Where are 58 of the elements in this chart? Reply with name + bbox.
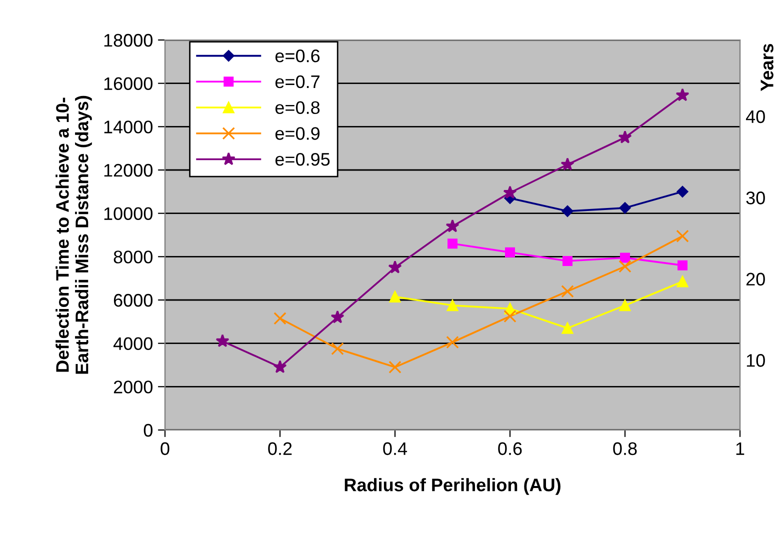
point: [676, 230, 689, 242]
point: [273, 360, 287, 374]
point: [562, 322, 574, 334]
point: [216, 334, 230, 348]
legend-label: e=0.6: [275, 50, 320, 62]
y-tick-label: 10000: [104, 207, 152, 220]
y2-tick-label: 20: [746, 272, 765, 286]
point: [620, 252, 630, 263]
y2-axis-title: Years: [760, 44, 774, 92]
x-tick-label: 1: [736, 442, 744, 455]
y-tick-label: 0: [144, 424, 152, 437]
point: [676, 88, 690, 102]
point: [448, 238, 458, 249]
point: [274, 312, 286, 325]
point: [388, 260, 402, 274]
legend-label: e=0.7: [275, 75, 320, 88]
point: [331, 342, 344, 356]
point: [619, 300, 631, 312]
point: [618, 130, 632, 144]
y-tick-label: 16000: [104, 77, 152, 90]
point: [505, 247, 515, 258]
y2-tick-label: 30: [746, 192, 765, 204]
legend-label: e=0.95: [275, 152, 330, 166]
point: [619, 202, 631, 214]
point: [562, 256, 572, 266]
point: [676, 276, 688, 288]
x-tick-label: 0.4: [383, 442, 408, 456]
y2-tick-label: 40: [746, 110, 765, 124]
point: [562, 205, 574, 217]
point: [504, 310, 516, 323]
point: [503, 186, 517, 199]
point: [446, 336, 459, 349]
legend-label: e=0.8: [275, 101, 320, 114]
y-tick-label: 6000: [114, 294, 152, 307]
point: [389, 291, 401, 302]
point: [561, 284, 574, 298]
x-tick-label: 0.2: [268, 442, 292, 456]
point: [618, 260, 632, 273]
point: [388, 360, 402, 374]
y-axis-title: Deflection Time to Achieve a 10- Earth-Radii Miss Distance (days): [56, 96, 92, 374]
x-tick-label: 0.6: [498, 442, 522, 456]
legend-label: e=0.9: [275, 127, 320, 140]
point: [446, 300, 458, 312]
y2-tick-label: 10: [746, 354, 765, 367]
point: [676, 186, 688, 198]
x-tick-label: 0: [160, 442, 170, 456]
y-tick-label: 14000: [104, 120, 152, 134]
y-tick-label: 8000: [114, 250, 152, 264]
y-tick-label: 4000: [113, 337, 152, 350]
x-tick-label: 0.8: [613, 442, 637, 456]
y-tick-label: 18000: [104, 34, 152, 47]
point: [330, 310, 344, 324]
point: [560, 158, 574, 170]
x-axis-title: Radius of Perihelion (AU): [344, 478, 560, 495]
point: [446, 219, 460, 232]
y-tick-label: 12000: [104, 164, 152, 177]
point: [678, 260, 688, 270]
y-tick-label: 2000: [114, 380, 152, 394]
